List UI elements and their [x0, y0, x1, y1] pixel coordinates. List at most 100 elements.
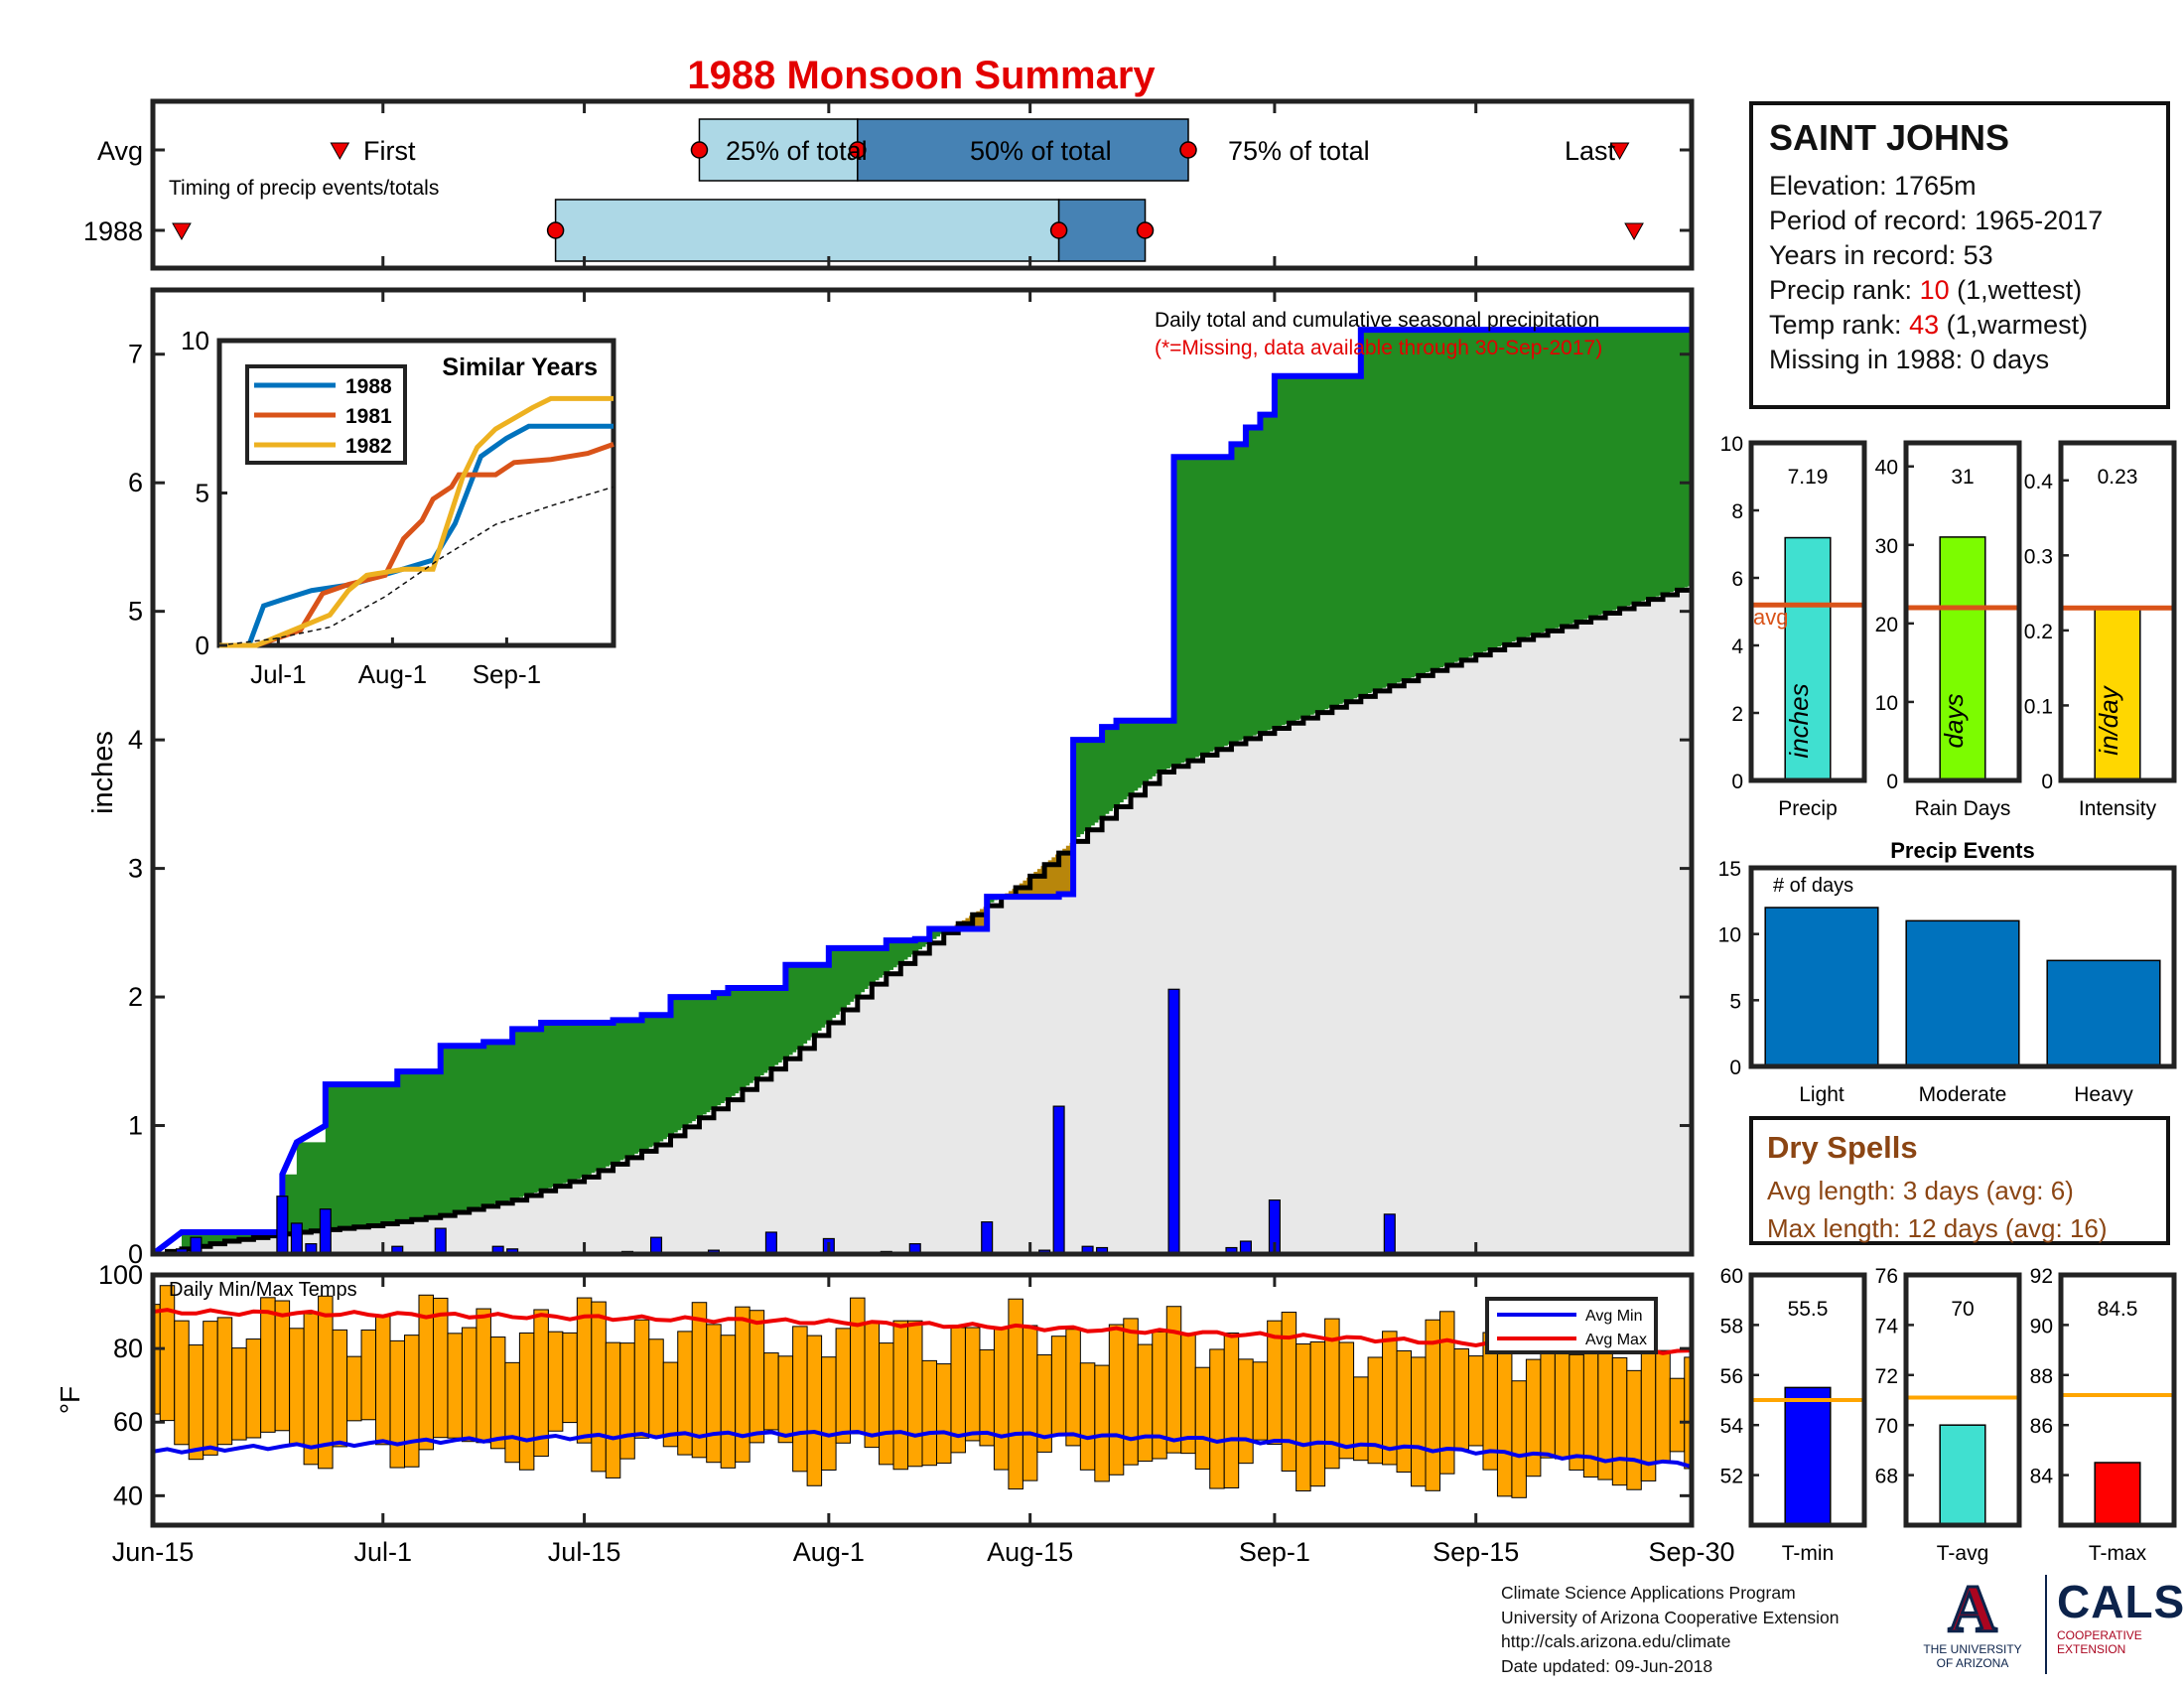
daily-temp-bar: [792, 1326, 808, 1473]
timing-label-p25: 25% of total: [726, 136, 868, 166]
events-bar-heavy: [2046, 959, 2161, 1067]
average-cumulative-area: [153, 585, 1692, 1254]
daily-temp-bar: [274, 1300, 291, 1432]
totals-precip-category-label: Precip: [1778, 797, 1838, 820]
daily-temp-bar: [1137, 1343, 1154, 1463]
dry-spells-avg-length: Avg length: 3 days (avg: 6): [1767, 1176, 2074, 1205]
totals-intensity-value-label: 0.23: [2098, 466, 2138, 489]
events-ylabel: # of days: [1773, 875, 1853, 897]
totals-rain-days-unit-label: days: [1939, 694, 1969, 749]
inset-legend-label: 1982: [345, 435, 392, 458]
cumulative-frame: [150, 287, 1695, 1257]
station-precip-rank: Precip rank: 10 (1,wettest): [1769, 273, 2150, 308]
cumulative-plot: [151, 327, 1695, 1257]
average-cumulative-line: [153, 585, 1695, 1257]
avg-max-temp-line: [152, 1308, 1693, 1355]
figure-title: 1988 Monsoon Summary: [687, 54, 1156, 97]
temp-rank-label: Temp rank:: [1769, 310, 1910, 340]
inset-axes: 0 5 10 Jul-1 Aug-1 Sep-1: [181, 326, 541, 689]
daily-temp-bar: [1108, 1324, 1125, 1476]
temp-summary-t-avg-category-label: T-avg: [1937, 1542, 1989, 1565]
temp-summary-panels: 52 54 56 58 60 55.5 T-min 68 70 72 74 76 70 T-avg 84 86…: [1720, 1265, 2177, 1565]
events-title: Precip Events: [1890, 838, 2035, 863]
daily-temp-bar: [907, 1320, 923, 1468]
daily-temp-bar: [1238, 1358, 1254, 1465]
temps-ytick-label: 80: [113, 1334, 143, 1363]
daily-temp-bar: [605, 1341, 621, 1478]
temp-summary-t-max-value-label: 84.5: [2098, 1298, 2138, 1321]
daily-temp-bar: [1496, 1348, 1513, 1497]
cumulative-ytick-label: 4: [128, 725, 143, 755]
daily-temp-bar: [1511, 1380, 1527, 1498]
temp-summary-t-avg-ytick-label: 68: [1875, 1466, 1898, 1488]
station-name: SAINT JOHNS: [1769, 117, 2010, 158]
temps-legend-frame: [1485, 1297, 1658, 1354]
timing-panel: Avg 1988 Timing of precip events/totals …: [83, 98, 1695, 271]
cals-logo: CALS COOPERATIVE EXTENSION: [2045, 1575, 2184, 1674]
events-category-label: Light: [1799, 1083, 1844, 1106]
daily-temp-bar: [231, 1347, 247, 1441]
timing-label-first: First: [363, 136, 416, 166]
timing-row-1988: 1988: [83, 216, 143, 246]
totals-intensity-category-label: Intensity: [2079, 797, 2157, 820]
daily-temp-bar: [1296, 1343, 1311, 1492]
totals-rain-days-value-bar: [1939, 536, 1986, 781]
inset-plot: [218, 395, 614, 648]
temp-summary-t-avg-ytick-label: 76: [1875, 1265, 1898, 1288]
y1988-timing-bar-first-half: [554, 199, 1060, 262]
totals-rain-days-ytick-label: 20: [1875, 614, 1898, 636]
temps-legend: Avg Min Avg Max: [1485, 1297, 1658, 1354]
cumulative-ytick-label: 0: [128, 1239, 143, 1269]
inset-ytick-label: 10: [181, 326, 209, 355]
similar-year-line-avg: [218, 486, 614, 646]
legend-avg-min: Avg Min: [1585, 1308, 1643, 1325]
temp-summary-t-max-ytick-label: 84: [2030, 1466, 2054, 1488]
ua-logo: A THE UNIVERSITY OF ARIZONA: [1918, 1571, 2027, 1674]
daily-temp-bar: [489, 1336, 506, 1450]
totals-precip-ytick-label: 2: [1731, 703, 1743, 726]
cumulative-ytick-label: 3: [128, 854, 143, 884]
temp-summary-t-min-ytick-label: 60: [1720, 1265, 1743, 1288]
temps-frame: [150, 1272, 1695, 1528]
temp-summary-t-max-category-label: T-max: [2089, 1542, 2147, 1565]
dry-spells-max-length: Max length: 12 days (avg: 16): [1767, 1213, 2108, 1243]
inset-xtick-label: Sep-1: [473, 659, 541, 689]
daily-precip-bar: [764, 1231, 777, 1255]
daily-temp-bar: [619, 1342, 635, 1460]
totals-precip-ytick-label: 0: [1731, 771, 1743, 793]
totals-rain-days-value-label: 31: [1951, 466, 1974, 489]
daily-temp-bar: [1309, 1340, 1326, 1487]
daily-temp-bar: [1554, 1340, 1570, 1460]
daily-temp-bar: [174, 1320, 190, 1446]
daily-temp-bar: [432, 1297, 449, 1439]
totals-precip-average-label: avg: [1753, 605, 1788, 630]
totals-intensity-ytick-label: 0: [2041, 771, 2053, 793]
credits-url[interactable]: http://cals.arizona.edu/climate: [1501, 1631, 1731, 1651]
daily-temp-bar: [1411, 1356, 1427, 1487]
observed-cumulative-line: [151, 327, 1692, 1257]
inset-ytick-label: 0: [196, 631, 209, 660]
date-xtick-label: Aug-15: [987, 1537, 1073, 1567]
ua-logo-letter: A: [1947, 1571, 1998, 1646]
daily-temp-bar: [389, 1339, 406, 1469]
daily-temp-bar: [720, 1335, 737, 1469]
station-elevation: Elevation: 1765m: [1769, 171, 1977, 201]
totals-intensity-value-bar: [2094, 607, 2141, 781]
ua-logo-line2: OF ARIZONA: [1936, 1656, 2009, 1670]
daily-temp-bar: [1525, 1358, 1542, 1477]
daily-temp-bar: [935, 1363, 952, 1465]
precip-events-panel: Precip Events Light Moderate Heavy 0 5 10 15 #…: [1718, 838, 2177, 1106]
daily-temp-bar: [1022, 1325, 1038, 1481]
precip-rank-suffix: (1,wettest): [1949, 275, 2083, 305]
inset-legend-label: 1981: [345, 405, 392, 428]
temp-summary-t-min-frame: [1748, 1272, 1867, 1528]
inset-ytick-label: 5: [196, 479, 209, 508]
totals-intensity-ytick-label: 0.4: [2024, 471, 2054, 493]
timing-first-last-marker: [172, 222, 192, 241]
daily-temp-bar: [1094, 1364, 1110, 1482]
temp-summary-t-avg-ytick-label: 74: [1875, 1315, 1899, 1337]
daily-temp-bar: [1194, 1366, 1211, 1471]
station-info: SAINT JOHNS Elevation: 1765m Period of r…: [1749, 101, 2170, 409]
timing-label-p50: 50% of total: [970, 136, 1112, 166]
